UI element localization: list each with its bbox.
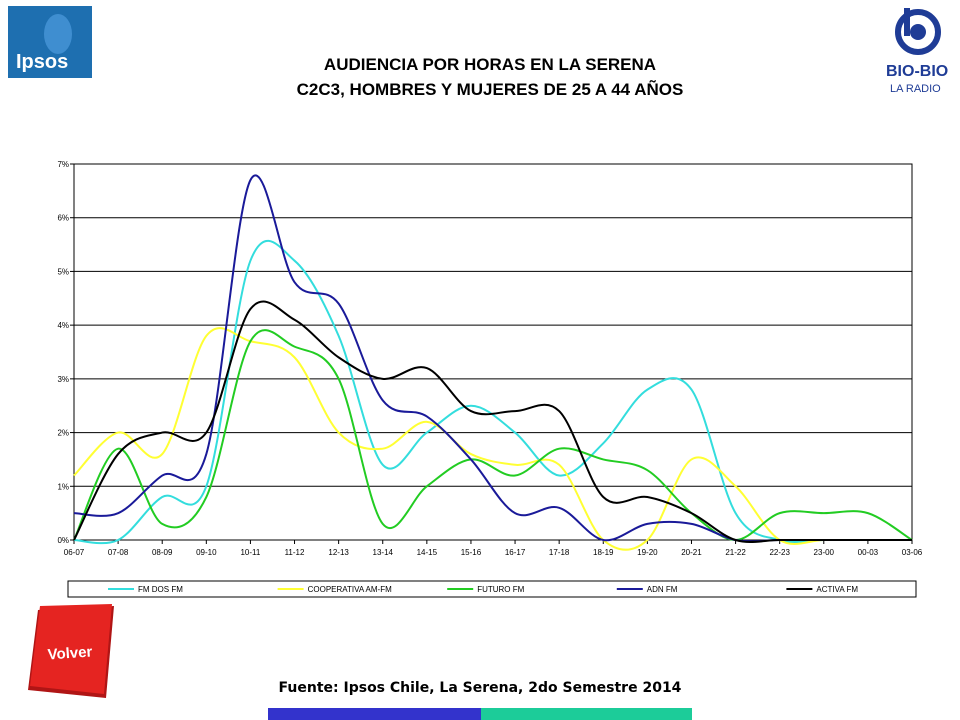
biobio-logo: BIO-BIO LA RADIO	[886, 8, 948, 95]
x-tick-label: 23-00	[814, 548, 835, 557]
x-tick-label: 11-12	[285, 548, 305, 557]
x-tick-label: 10-11	[240, 548, 260, 557]
volver-label: Volver	[47, 643, 93, 663]
x-tick-label: 08-09	[152, 548, 173, 557]
biobio-logo-subtext: LA RADIO	[890, 83, 941, 95]
y-tick-label: 1%	[57, 482, 69, 491]
series-line-activa-fm	[73, 300, 912, 543]
x-tick-label: 18-19	[593, 548, 614, 557]
ipsos-logo: Ipsos	[8, 6, 92, 78]
x-tick-label: 17-18	[549, 548, 570, 557]
x-tick-label: 00-03	[858, 548, 879, 557]
ipsos-logo-text: Ipsos	[16, 51, 68, 73]
series-line-futuro-fm	[73, 329, 913, 541]
y-tick-label: 0%	[57, 536, 69, 545]
x-tick-label: 09-10	[196, 548, 217, 557]
y-tick-label: 5%	[57, 267, 69, 276]
volver-button[interactable]: Volver	[26, 604, 116, 700]
x-tick-label: 15-16	[461, 548, 482, 557]
x-tick-label: 19-20	[637, 548, 658, 557]
y-tick-label: 7%	[57, 160, 69, 169]
x-tick-label: 20-21	[681, 548, 702, 557]
x-tick-label: 16-17	[505, 548, 526, 557]
chart-title-line2: C2C3, HOMBRES Y MUJERES DE 25 A 44 AÑOS	[296, 80, 684, 99]
plot-area	[73, 163, 913, 541]
x-tick-label: 22-23	[769, 548, 790, 557]
source-note: Fuente: Ipsos Chile, La Serena, 2do Seme…	[278, 680, 682, 696]
x-tick-label: 14-15	[417, 548, 438, 557]
series-line-cooperativa-am-fm	[73, 327, 912, 551]
y-tick-label: 3%	[57, 375, 69, 384]
footer-bar-teal	[481, 708, 692, 720]
chart-title-line1: AUDIENCIA POR HORAS EN LA SERENA	[323, 55, 657, 74]
legend-label: COOPERATIVA AM-FM	[308, 585, 392, 594]
x-tick-label: 21-22	[725, 548, 746, 557]
y-tick-label: 2%	[57, 429, 69, 438]
chart-legend	[67, 580, 917, 598]
x-tick-label: 06-07	[64, 548, 85, 557]
x-tick-label: 03-06	[902, 548, 923, 557]
legend-label: ADN FM	[647, 585, 678, 594]
x-tick-label: 13-14	[373, 548, 394, 557]
biobio-logo-text: BIO-BIO	[886, 63, 948, 80]
y-tick-label: 6%	[57, 214, 69, 223]
legend-label: ACTIVA FM	[816, 585, 858, 594]
x-tick-label: 07-08	[108, 548, 129, 557]
y-tick-label: 4%	[57, 321, 69, 330]
legend-label: FUTURO FM	[477, 585, 524, 594]
x-tick-label: 12-13	[328, 548, 349, 557]
footer-bar-blue	[268, 708, 481, 720]
legend-label: FM DOS FM	[138, 585, 183, 594]
